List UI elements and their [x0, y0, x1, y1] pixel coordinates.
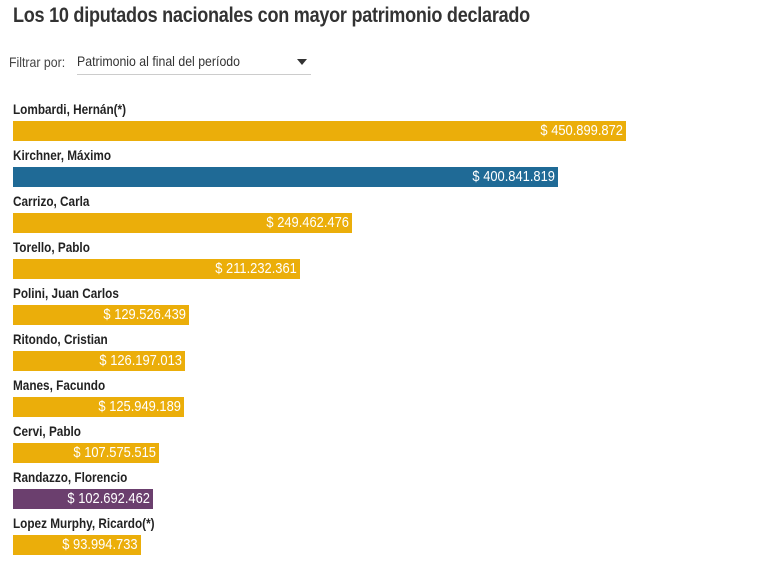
- bar-category-label: Cervi, Pablo: [13, 423, 81, 439]
- bar-row: Carrizo, Carla $ 249.462.476: [0, 192, 768, 238]
- bar-category-label: Kirchner, Máximo: [13, 147, 112, 163]
- bar-row: Kirchner, Máximo $ 400.841.819: [0, 146, 768, 192]
- bar-value-label: $ 249.462.476: [266, 214, 349, 231]
- bar[interactable]: $ 125.949.189: [13, 397, 184, 417]
- filter-selected-value: Patrimonio al final del período: [77, 52, 241, 69]
- bar-value-label: $ 400.841.819: [472, 168, 555, 185]
- bar-row: Lopez Murphy, Ricardo(*) $ 93.994.733: [0, 514, 768, 560]
- bar-category-label: Lombardi, Hernán(*): [13, 101, 127, 117]
- bar-value-label: $ 93.994.733: [62, 536, 138, 553]
- bar-category-label: Carrizo, Carla: [13, 193, 90, 209]
- bar-value-label: $ 450.899.872: [540, 122, 623, 139]
- bar-value-label: $ 107.575.515: [73, 444, 156, 461]
- bar[interactable]: $ 400.841.819: [13, 167, 558, 187]
- filter-label: Filtrar por:: [9, 54, 66, 70]
- bar-row: Polini, Juan Carlos $ 129.526.439: [0, 284, 768, 330]
- bar[interactable]: $ 249.462.476: [13, 213, 352, 233]
- bar[interactable]: $ 211.232.361: [13, 259, 300, 279]
- filter-control: Filtrar por: Patrimonio al final del per…: [9, 50, 311, 75]
- bar[interactable]: $ 129.526.439: [13, 305, 189, 325]
- bar-value-label: $ 126.197.013: [99, 352, 182, 369]
- bar-row: Lombardi, Hernán(*) $ 450.899.872: [0, 100, 768, 146]
- bar-category-label: Polini, Juan Carlos: [13, 285, 119, 301]
- bar-value-label: $ 102.692.462: [67, 490, 150, 507]
- bar-value-label: $ 211.232.361: [215, 260, 297, 277]
- filter-dropdown[interactable]: Patrimonio al final del período: [77, 50, 311, 75]
- bar-row: Manes, Facundo $ 125.949.189: [0, 376, 768, 422]
- bar-row: Cervi, Pablo $ 107.575.515: [0, 422, 768, 468]
- bar[interactable]: $ 450.899.872: [13, 121, 626, 141]
- bar[interactable]: $ 107.575.515: [13, 443, 159, 463]
- bar-category-label: Lopez Murphy, Ricardo(*): [13, 515, 155, 531]
- bar-value-label: $ 129.526.439: [103, 306, 186, 323]
- bar-row: Ritondo, Cristian $ 126.197.013: [0, 330, 768, 376]
- bar-value-label: $ 125.949.189: [98, 398, 181, 415]
- bar-category-label: Randazzo, Florencio: [13, 469, 128, 485]
- bar[interactable]: $ 126.197.013: [13, 351, 185, 371]
- chart-title: Los 10 diputados nacionales con mayor pa…: [13, 4, 530, 27]
- bar[interactable]: $ 93.994.733: [13, 535, 141, 555]
- bar-category-label: Manes, Facundo: [13, 377, 106, 393]
- bar-row: Torello, Pablo $ 211.232.361: [0, 238, 768, 284]
- bar-category-label: Ritondo, Cristian: [13, 331, 108, 347]
- chevron-down-icon[interactable]: [297, 58, 307, 65]
- bar[interactable]: $ 102.692.462: [13, 489, 153, 509]
- bar-category-label: Torello, Pablo: [13, 239, 90, 255]
- bar-row: Randazzo, Florencio $ 102.692.462: [0, 468, 768, 514]
